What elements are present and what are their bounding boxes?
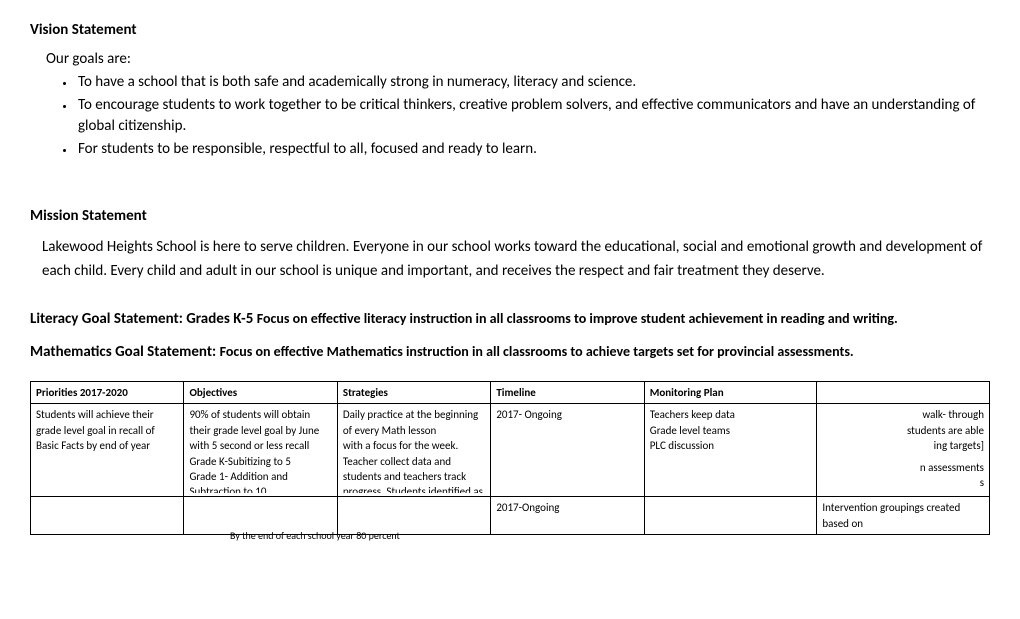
loose-fragment-text: By the end of each school year 80 percen…	[230, 529, 1020, 543]
cell-objectives: 90% of students will obtain their grade …	[184, 404, 337, 497]
list-item: To encourage students to work together t…	[76, 95, 990, 137]
math-goal-body: Focus on effective Mathematics instructi…	[220, 343, 854, 360]
col-priorities: Priorities 2017-2020	[31, 382, 184, 404]
math-goal-statement: Mathematics Goal Statement: Focus on eff…	[30, 342, 990, 363]
table-row: Students will achieve their grade level …	[31, 404, 990, 497]
list-item: To have a school that is both safe and a…	[76, 72, 990, 93]
priorities-table-wrap: Priorities 2017-2020 Objectives Strategi…	[30, 381, 990, 549]
priorities-table: Priorities 2017-2020 Objectives Strategi…	[30, 381, 990, 535]
math-goal-lead: Mathematics Goal Statement:	[30, 343, 220, 361]
mission-text: Lakewood Heights School is here to serve…	[42, 235, 990, 283]
col-objectives: Objectives	[184, 382, 337, 404]
vision-goal-list: To have a school that is both safe and a…	[76, 72, 990, 160]
col-strategies: Strategies	[337, 382, 490, 404]
table-header-row: Priorities 2017-2020 Objectives Strategi…	[31, 382, 990, 404]
cell-extra: walk- through students are able ing targ…	[817, 404, 990, 497]
col-extra	[817, 382, 990, 404]
vision-heading: Vision Statement	[30, 20, 990, 41]
literacy-goal-body: Focus on effective literacy instruction …	[257, 310, 898, 327]
literacy-goal-lead: Literacy Goal Statement: Grades K-5	[30, 310, 257, 328]
col-monitoring: Monitoring Plan	[644, 382, 817, 404]
literacy-goal-statement: Literacy Goal Statement: Grades K-5 Focu…	[30, 309, 990, 330]
list-item: For students to be responsible, respectf…	[76, 139, 990, 160]
cell-timeline: 2017- Ongoing	[491, 404, 644, 497]
vision-intro: Our goals are:	[46, 49, 990, 70]
cell-strategies: Daily practice at the beginning of every…	[337, 404, 490, 497]
col-timeline: Timeline	[491, 382, 644, 404]
cell-monitoring: Teachers keep data Grade level teams PLC…	[644, 404, 817, 497]
mission-heading: Mission Statement	[30, 206, 990, 227]
cell-priorities: Students will achieve their grade level …	[31, 404, 184, 497]
